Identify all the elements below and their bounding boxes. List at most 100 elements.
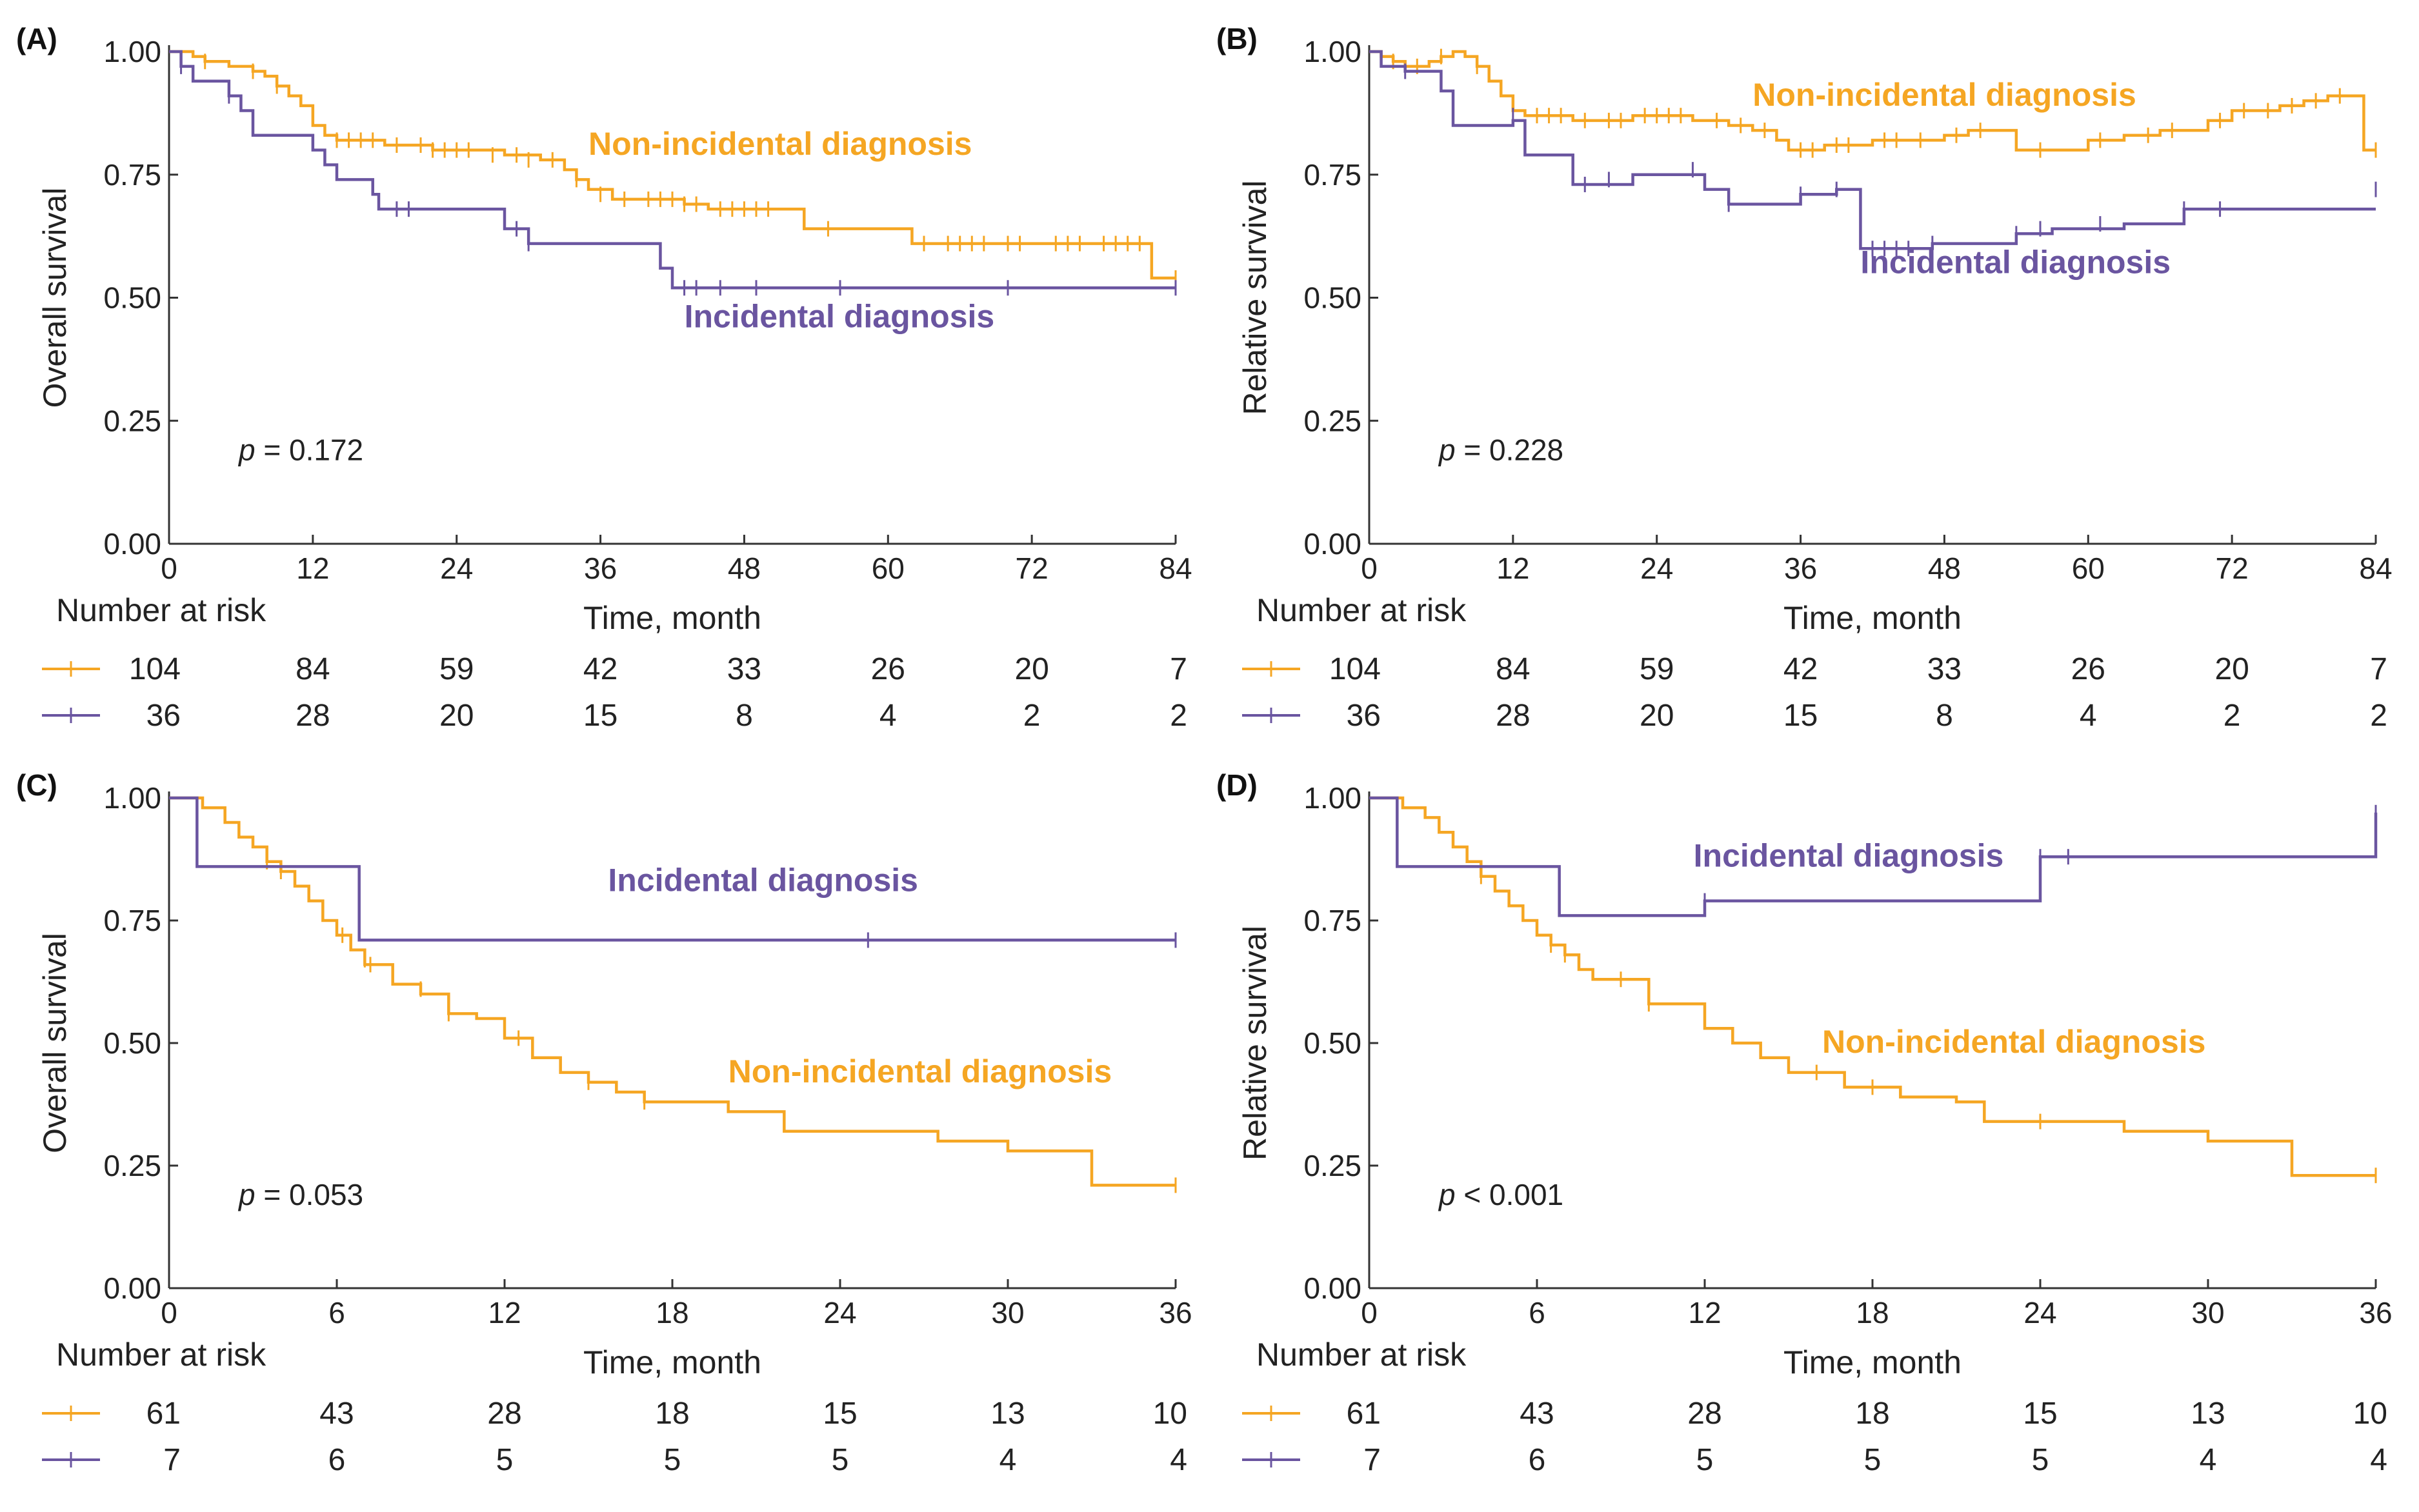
x-tick-label: 72 xyxy=(2216,552,2249,585)
y-tick-label: 0.75 xyxy=(1303,904,1361,937)
risk-count: 20 xyxy=(439,699,474,733)
risk-count: 13 xyxy=(990,1397,1025,1431)
x-tick-label: 48 xyxy=(1928,552,1961,585)
risk-count: 18 xyxy=(655,1397,689,1431)
risk-count: 5 xyxy=(496,1443,514,1477)
risk-count: 2 xyxy=(1170,699,1187,733)
y-tick-label: 0.25 xyxy=(103,1149,161,1182)
x-tick-label: 12 xyxy=(296,552,329,585)
y-tick-label: 1.00 xyxy=(1303,781,1361,815)
x-tick-label: 18 xyxy=(1856,1296,1889,1329)
y-axis-title: Overall survival xyxy=(37,188,73,408)
y-tick-label: 0.25 xyxy=(1303,404,1361,437)
risk-count: 8 xyxy=(1936,699,1953,733)
risk-count: 7 xyxy=(163,1443,181,1477)
p-value-text: < 0.001 xyxy=(1456,1178,1564,1211)
p-value: p = 0.228 xyxy=(1438,433,1563,466)
x-tick-label: 0 xyxy=(1361,552,1378,585)
x-tick-label: 24 xyxy=(2023,1296,2056,1329)
y-tick-label: 0.00 xyxy=(1303,527,1361,561)
risk-count: 6 xyxy=(1529,1443,1546,1477)
series-label-incidental: Incidental diagnosis xyxy=(685,298,995,334)
risk-count: 5 xyxy=(1696,1443,1714,1477)
p-value-symbol: p xyxy=(1438,433,1456,466)
p-value: p = 0.053 xyxy=(237,1178,363,1211)
series-label-incidental: Incidental diagnosis xyxy=(1860,244,2171,280)
risk-count: 13 xyxy=(2191,1397,2225,1431)
y-tick-label: 0.25 xyxy=(103,404,161,437)
y-tick-label: 0.75 xyxy=(103,904,161,937)
risk-count: 20 xyxy=(2214,652,2249,686)
series-label-non-incidental: Non-incidental diagnosis xyxy=(1752,77,2136,113)
risk-count: 84 xyxy=(296,652,330,686)
risk-count: 36 xyxy=(1347,699,1381,733)
x-tick-label: 30 xyxy=(2191,1296,2224,1329)
risk-count: 104 xyxy=(129,652,181,686)
risk-count: 20 xyxy=(1640,699,1674,733)
x-tick-label: 0 xyxy=(1361,1296,1378,1329)
risk-count: 4 xyxy=(1170,1443,1187,1477)
p-value-symbol: p xyxy=(237,433,256,466)
x-tick-label: 36 xyxy=(584,552,617,585)
risk-count: 7 xyxy=(2370,652,2387,686)
p-value-text: = 0.172 xyxy=(256,433,364,466)
y-tick-label: 0.00 xyxy=(103,527,161,561)
risk-count: 10 xyxy=(1153,1397,1187,1431)
survival-curve-incidental xyxy=(1369,796,2378,917)
x-tick-label: 48 xyxy=(728,552,761,585)
risk-count: 4 xyxy=(2370,1443,2387,1477)
x-tick-label: 6 xyxy=(1529,1296,1545,1329)
x-tick-label: 72 xyxy=(1016,552,1049,585)
survival-curve-non-incidental xyxy=(169,50,1176,280)
risk-table-title: Number at risk xyxy=(1256,592,1467,628)
risk-count: 7 xyxy=(1170,652,1187,686)
risk-count: 4 xyxy=(2200,1443,2217,1477)
survival-curve-non-incidental xyxy=(169,796,1176,1187)
y-tick-label: 1.00 xyxy=(1303,35,1361,68)
risk-count: 4 xyxy=(879,699,897,733)
risk-count: 61 xyxy=(146,1397,181,1431)
risk-count: 59 xyxy=(1640,652,1674,686)
risk-count: 10 xyxy=(2353,1397,2387,1431)
series-label-incidental: Incidental diagnosis xyxy=(608,862,918,898)
x-tick-label: 36 xyxy=(2359,1296,2392,1329)
y-tick-label: 0.50 xyxy=(1303,1026,1361,1060)
survival-curve-incidental xyxy=(169,796,1176,942)
risk-count: 43 xyxy=(1520,1397,1554,1431)
risk-count: 4 xyxy=(2080,699,2097,733)
risk-count: 5 xyxy=(1864,1443,1882,1477)
risk-count: 2 xyxy=(2370,699,2387,733)
x-tick-label: 84 xyxy=(1159,552,1192,585)
risk-count: 61 xyxy=(1347,1397,1381,1431)
risk-count: 42 xyxy=(1783,652,1818,686)
p-value-symbol: p xyxy=(237,1178,256,1211)
x-tick-label: 30 xyxy=(991,1296,1024,1329)
risk-count: 15 xyxy=(2023,1397,2057,1431)
series-label-non-incidental: Non-incidental diagnosis xyxy=(728,1053,1112,1089)
risk-count: 43 xyxy=(319,1397,354,1431)
panel-c: (C) 0.00 0.25 0.50 0.75 1.00 0 6 12 18 24 30 36 Overa… xyxy=(16,768,1192,1477)
risk-table-title: Number at risk xyxy=(56,1337,266,1373)
risk-count: 7 xyxy=(1363,1443,1381,1477)
y-axis-title: Relative survival xyxy=(1237,180,1273,415)
risk-count: 36 xyxy=(146,699,181,733)
y-tick-label: 0.75 xyxy=(103,158,161,192)
x-tick-label: 6 xyxy=(328,1296,345,1329)
x-tick-label: 12 xyxy=(1496,552,1529,585)
risk-count: 42 xyxy=(583,652,617,686)
survival-curve-non-incidental xyxy=(1369,796,2376,1177)
panel-d: (D) 0.00 0.25 0.50 0.75 1.00 0 6 12 18 24 30 36 Relat… xyxy=(1216,768,2393,1477)
p-value: p = 0.172 xyxy=(237,433,363,466)
risk-count: 28 xyxy=(296,699,330,733)
x-tick-label: 84 xyxy=(2359,552,2392,585)
y-tick-label: 0.25 xyxy=(1303,1149,1361,1182)
risk-count: 26 xyxy=(2071,652,2105,686)
x-tick-label: 36 xyxy=(1784,552,1817,585)
risk-count: 28 xyxy=(487,1397,521,1431)
panel-label: (C) xyxy=(16,768,57,802)
risk-count: 28 xyxy=(1687,1397,1721,1431)
y-tick-label: 0.00 xyxy=(1303,1271,1361,1305)
survival-curve-incidental xyxy=(1369,50,2376,250)
x-axis-title: Time, month xyxy=(583,1344,761,1380)
